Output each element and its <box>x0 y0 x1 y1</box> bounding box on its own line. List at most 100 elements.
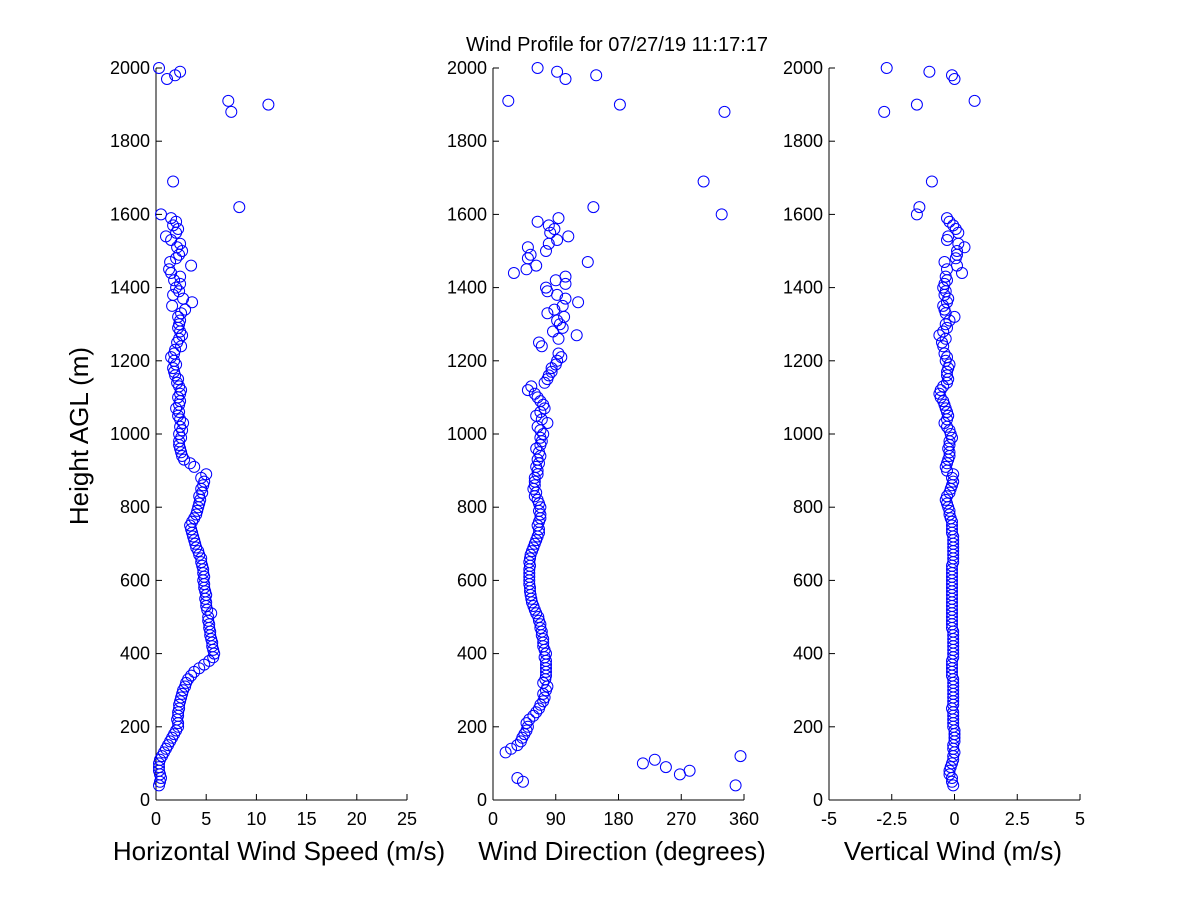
data-point <box>185 669 198 682</box>
data-point <box>233 201 246 214</box>
x-axis-label: Wind Direction (degrees) <box>478 836 766 866</box>
data-point <box>946 775 958 788</box>
data-point <box>551 65 564 78</box>
x-tick-label: 0 <box>949 809 959 829</box>
data-point <box>170 281 183 294</box>
y-tick-label: 1400 <box>447 278 487 298</box>
data-point <box>533 336 545 349</box>
data-point <box>946 519 958 532</box>
data-point <box>941 490 953 503</box>
data-point <box>521 384 534 397</box>
data-point <box>507 267 520 279</box>
data-point <box>165 351 178 364</box>
data-point <box>613 98 626 111</box>
data-point <box>923 65 936 78</box>
data-point <box>925 175 938 188</box>
data-point <box>570 329 583 342</box>
data-point <box>943 768 956 781</box>
data-point <box>551 234 564 246</box>
y-tick-label: 600 <box>793 570 823 590</box>
data-point <box>528 475 541 488</box>
x-tick-label: 360 <box>729 809 759 829</box>
data-point <box>715 208 728 221</box>
x-axis-label: Horizontal Wind Speed (m/s) <box>113 836 445 866</box>
data-point <box>542 219 555 232</box>
data-point <box>172 373 185 386</box>
data-point <box>947 219 960 232</box>
data-point <box>551 354 564 367</box>
data-point <box>530 706 543 719</box>
data-point <box>551 314 564 327</box>
data-point <box>523 713 536 726</box>
y-tick-label: 0 <box>477 790 487 810</box>
data-point <box>555 351 568 364</box>
y-tick-label: 1400 <box>783 278 823 298</box>
data-point <box>545 365 558 378</box>
data-point <box>523 556 536 569</box>
data-point <box>198 475 211 488</box>
data-point <box>938 256 951 268</box>
data-point <box>540 245 552 257</box>
data-point <box>535 340 548 353</box>
y-tick-label: 1600 <box>447 204 487 224</box>
data-point <box>530 259 543 272</box>
data-point <box>524 248 537 261</box>
data-point <box>161 73 173 85</box>
data-point <box>648 753 661 766</box>
data-point <box>938 417 951 429</box>
data-point <box>949 223 962 235</box>
y-axis-label: Height AGL (m) <box>64 347 94 525</box>
y-tick-label: 1800 <box>783 131 823 151</box>
data-point <box>948 73 961 85</box>
data-point <box>167 175 180 188</box>
data-point <box>958 241 971 254</box>
data-point <box>968 94 981 107</box>
chart-title: Wind Profile for 07/27/19 11:17:17 <box>466 34 768 56</box>
x-tick-label: 180 <box>603 809 633 829</box>
data-point <box>528 387 541 400</box>
y-tick-label: 1200 <box>110 351 150 371</box>
data-point <box>636 757 649 770</box>
data-point <box>171 241 184 254</box>
data-point <box>697 175 710 188</box>
y-tick-label: 2000 <box>110 58 150 78</box>
data-point <box>544 226 557 239</box>
data-point <box>186 515 199 528</box>
data-point <box>502 94 515 107</box>
data-point <box>559 292 572 305</box>
data-point <box>533 614 545 627</box>
data-point <box>524 552 536 565</box>
data-point <box>581 256 594 268</box>
data-point <box>531 62 544 74</box>
data-point <box>946 69 958 82</box>
x-tick-label: 90 <box>546 809 566 829</box>
x-tick-label: 270 <box>666 809 696 829</box>
data-point <box>910 98 923 111</box>
y-tick-label: 1800 <box>110 131 150 151</box>
data-point <box>173 285 186 298</box>
y-tick-label: 1000 <box>447 424 487 444</box>
data-point <box>947 468 960 481</box>
data-point <box>184 457 197 470</box>
data-point <box>718 105 731 118</box>
data-point <box>943 358 956 371</box>
y-tick-label: 2000 <box>447 58 487 78</box>
data-point <box>938 277 951 290</box>
data-point <box>167 288 180 301</box>
data-point <box>521 241 534 254</box>
y-tick-label: 400 <box>457 644 487 664</box>
x-tick-label: 15 <box>297 809 317 829</box>
y-tick-label: 1400 <box>110 278 150 298</box>
y-tick-label: 800 <box>120 497 150 517</box>
y-tick-label: 1800 <box>447 131 487 151</box>
data-point <box>880 62 893 74</box>
data-point <box>534 431 547 444</box>
data-point <box>552 212 565 225</box>
data-point <box>530 409 543 422</box>
y-tick-label: 1600 <box>783 204 823 224</box>
x-tick-label: 0 <box>488 809 498 829</box>
data-point <box>559 73 572 85</box>
data-point <box>556 299 569 312</box>
data-point <box>587 201 600 214</box>
x-tick-label: 5 <box>1075 809 1085 829</box>
